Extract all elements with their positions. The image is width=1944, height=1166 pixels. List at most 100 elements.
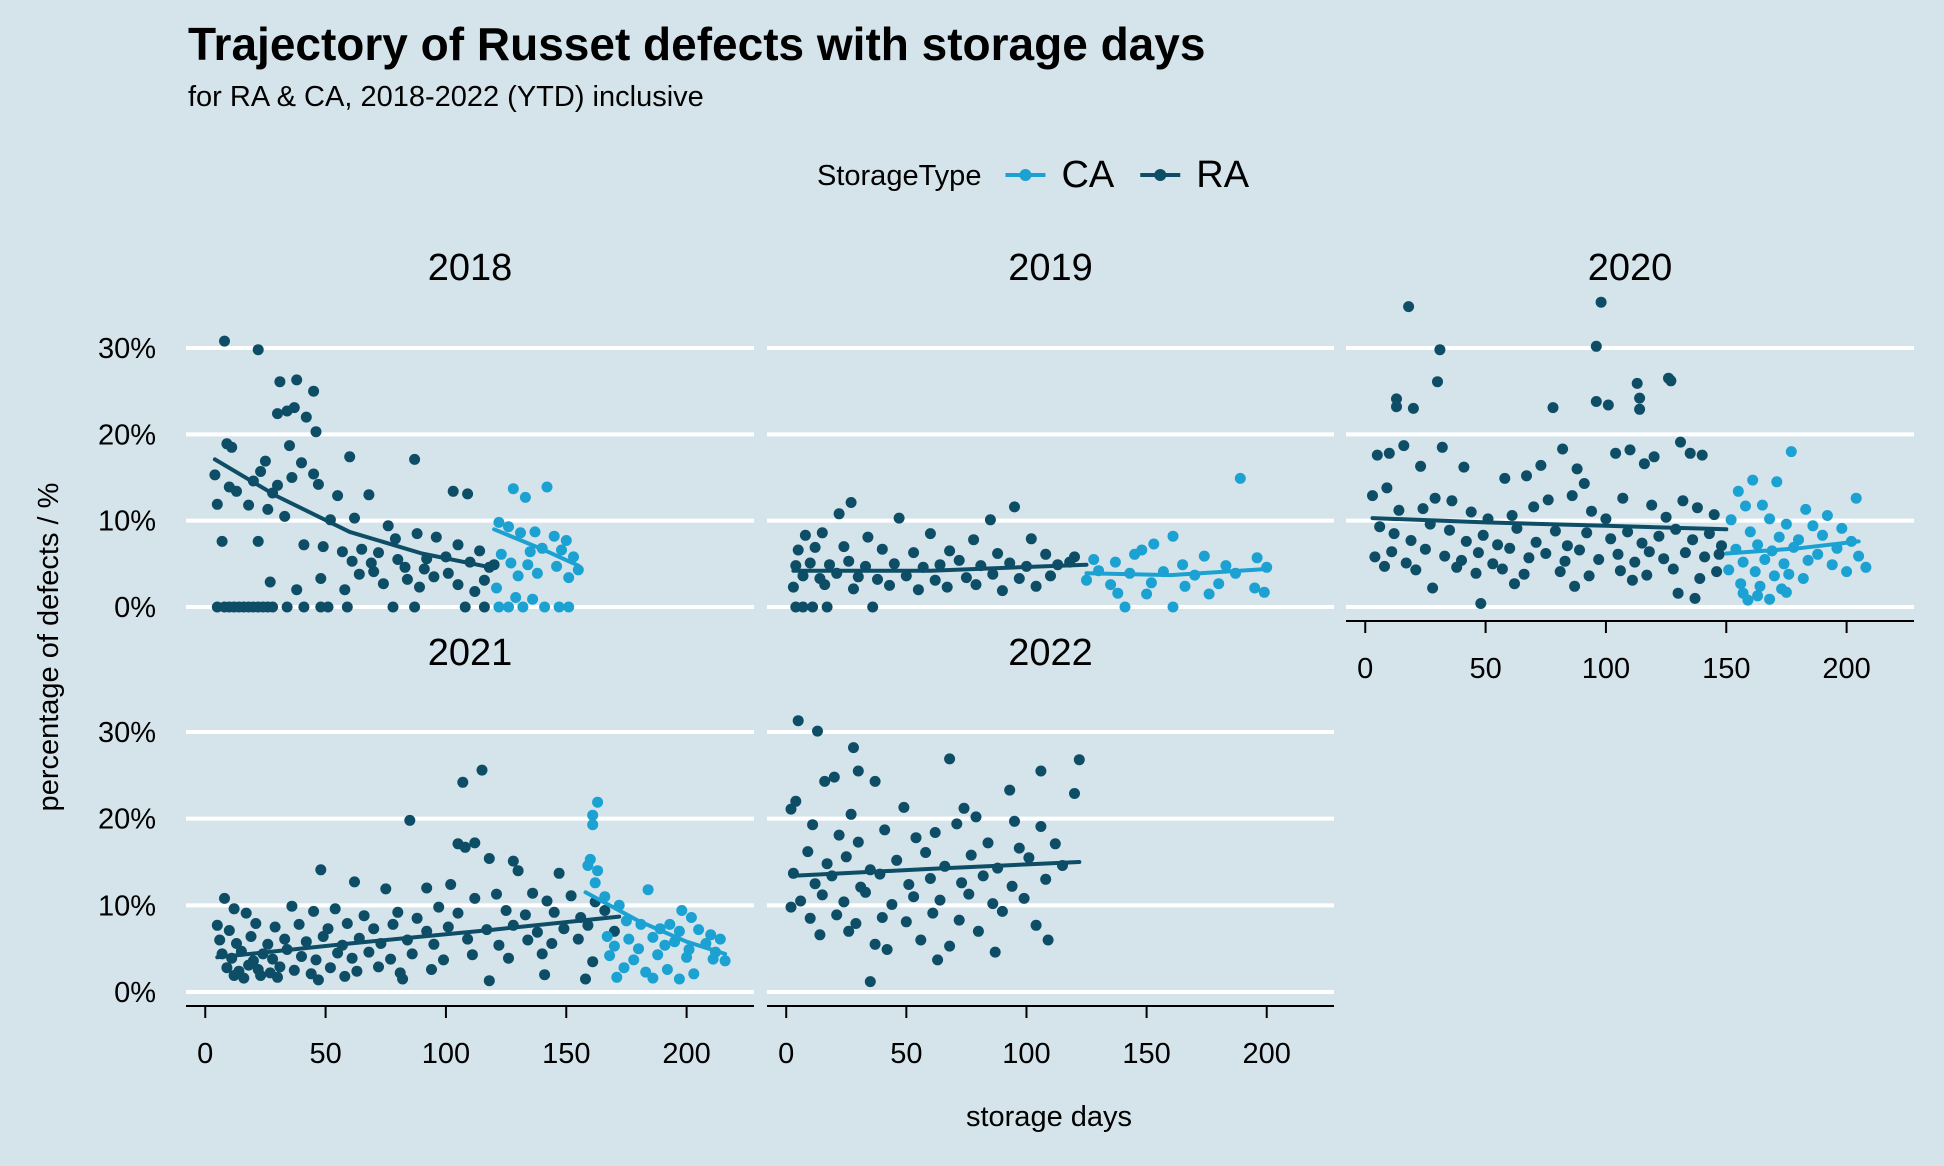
data-point [659,939,671,951]
data-point [970,579,982,591]
data-point [1749,566,1761,578]
data-point [1492,539,1504,551]
legend-key-ra [1140,169,1181,181]
data-point [1148,538,1160,550]
legend-key-ca [1005,169,1046,181]
data-point [1530,536,1542,548]
data-point [346,555,358,567]
data-point [1460,535,1472,547]
data-point [1629,556,1641,568]
data-point [1817,529,1828,541]
data-point [1391,401,1402,413]
data-point [380,883,392,895]
trend-line-ca [492,527,581,568]
data-point [1013,842,1025,854]
data-point [1391,393,1402,405]
data-point [522,559,534,571]
data-point [259,455,271,467]
data-point [452,539,464,551]
data-point [833,508,845,520]
data-point [1129,548,1141,560]
data-point [1451,561,1463,573]
data-point [681,951,693,963]
data-point [912,584,924,596]
data-point [1737,556,1749,568]
data-point [876,543,888,555]
data-point [1105,579,1117,591]
data-point [503,601,514,613]
data-point [1521,470,1532,482]
data-point [519,909,531,921]
data-point [1177,559,1189,571]
data-point [507,483,519,495]
data-point [512,570,524,582]
data-point [601,931,613,942]
data-point [466,949,478,961]
data-point [647,972,659,984]
data-point [221,962,233,974]
x-tick-label: 0 [1357,653,1373,685]
y-tick-label: 10% [98,506,156,538]
data-point [493,516,505,528]
data-point [300,936,312,948]
data-point [987,568,999,580]
trend-line-ra [789,860,1082,878]
data-point [893,512,905,524]
data-point [1853,550,1865,562]
data-point [1167,601,1179,613]
data-point [1634,392,1646,404]
data-point [1119,601,1131,613]
x-tick-label: 100 [1002,1038,1050,1070]
data-point [587,809,599,821]
data-point [900,916,912,928]
data-point [387,601,399,613]
data-point [286,472,298,483]
data-point [1559,555,1571,567]
data-point [1249,582,1261,594]
data-point [483,853,495,864]
data-point [211,919,223,931]
data-point [315,573,327,584]
data-point [833,829,845,841]
data-point [903,879,915,890]
data-point [628,954,640,966]
facet-strip-label: 2019 [1008,247,1093,289]
data-point [1617,492,1629,504]
data-point [382,520,394,532]
data-point [539,601,551,613]
data-point [226,441,238,453]
data-point [1696,449,1708,461]
data-point [953,914,965,926]
data-point [864,976,876,988]
data-point [389,533,401,545]
data-point [519,491,531,503]
data-point [1458,461,1470,473]
data-point [1018,892,1030,904]
data-point [267,953,279,965]
data-point [1732,485,1744,497]
data-point [296,951,307,962]
data-point [1800,503,1812,515]
data-point [1667,563,1679,575]
data-point [442,921,454,933]
trend-line-ra [215,914,622,960]
data-point [843,925,855,937]
data-point [1374,521,1386,533]
x-tick-label: 200 [662,1038,710,1070]
x-tick-label: 150 [1702,653,1750,685]
data-point [426,964,437,975]
data-point [652,949,664,961]
data-point [541,481,553,493]
data-point [553,867,565,879]
data-point [965,849,977,861]
data-point [592,865,604,877]
data-point [809,878,821,890]
data-point [1069,788,1080,799]
data-point [1593,554,1605,565]
data-point [920,847,932,858]
data-point [1179,580,1191,592]
data-point [1768,570,1780,582]
data-point [536,948,548,960]
data-point [852,836,864,848]
data-point [346,952,358,964]
